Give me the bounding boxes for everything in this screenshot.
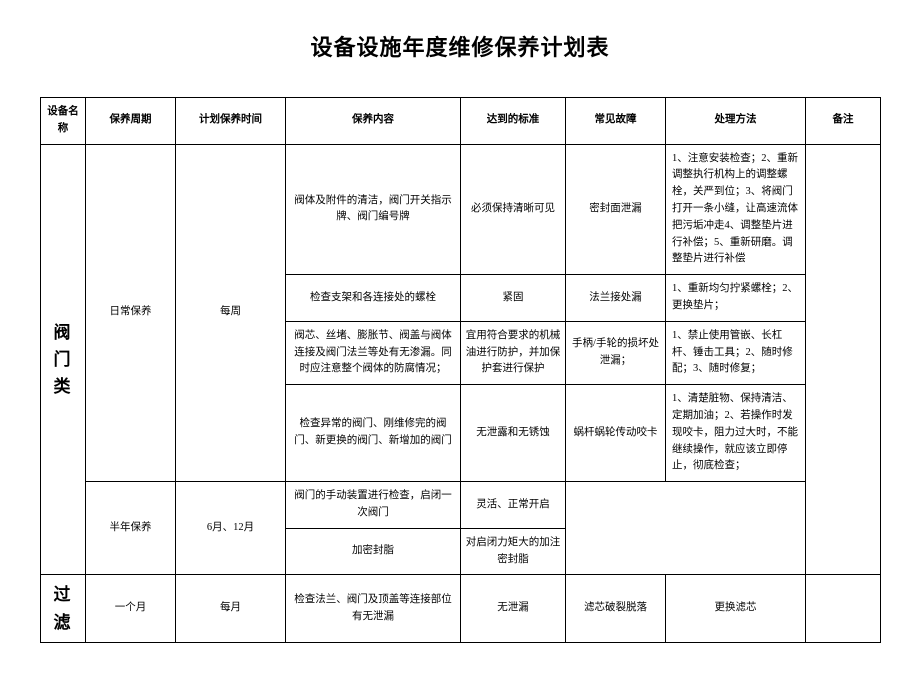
- cell-content: 阀体及附件的清洁，阀门开关指示牌、阀门编号牌: [286, 144, 461, 275]
- header-device: 设备名称: [41, 98, 86, 145]
- table-row: 过滤 一个月 每月 检查法兰、阀门及顶盖等连接部位有无泄漏 无泄漏 滤芯破裂脱落…: [41, 575, 881, 642]
- cell-content: 阀门的手动装置进行检查，启闭一次阀门: [286, 482, 461, 529]
- cell-remark: [806, 144, 881, 575]
- table-row: 半年保养 6月、12月 阀门的手动装置进行检查，启闭一次阀门 灵活、正常开启: [41, 482, 881, 529]
- cell-standard: 必须保持清晰可见: [461, 144, 566, 275]
- header-standard: 达到的标准: [461, 98, 566, 145]
- device-name-valve: 阀门类: [41, 144, 86, 575]
- cell-fault: 法兰接处漏: [566, 275, 666, 322]
- cell-content: 检查法兰、阀门及顶盖等连接部位有无泄漏: [286, 575, 461, 642]
- cell-content: 阀芯、丝堵、膨胀节、阀盖与阀体连接及阀门法兰等处有无渗漏。同时应注意整个阀体的防…: [286, 321, 461, 384]
- cell-standard: 宜用符合要求的机械油进行防护，并加保护套进行保护: [461, 321, 566, 384]
- cell-method: 1、重新均匀拧紧螺栓；2、更换垫片；: [666, 275, 806, 322]
- cell-method: 1、清楚脏物、保持清洁、定期加油；2、若操作时发现咬卡，阻力过大时，不能继续操作…: [666, 385, 806, 482]
- cell-fault: 蜗杆蜗轮传动咬卡: [566, 385, 666, 482]
- header-content: 保养内容: [286, 98, 461, 145]
- cell-remark: [806, 575, 881, 642]
- cell-empty: [566, 482, 806, 575]
- page-title: 设备设施年度维修保养计划表: [40, 30, 880, 62]
- header-cycle: 保养周期: [86, 98, 176, 145]
- cell-standard: 灵活、正常开启: [461, 482, 566, 529]
- header-remark: 备注: [806, 98, 881, 145]
- cell-fault: 手柄/手轮的损坏处泄漏；: [566, 321, 666, 384]
- cell-fault: 滤芯破裂脱落: [566, 575, 666, 642]
- cell-plan: 每周: [176, 144, 286, 482]
- cell-method: 1、禁止使用管嵌、长杠杆、锤击工具；2、随时修配；3、随时修复；: [666, 321, 806, 384]
- cell-content: 加密封脂: [286, 528, 461, 575]
- cell-plan: 6月、12月: [176, 482, 286, 575]
- maintenance-plan-table: 设备名称 保养周期 计划保养时间 保养内容 达到的标准 常见故障 处理方法 备注…: [40, 97, 881, 643]
- header-plan: 计划保养时间: [176, 98, 286, 145]
- cell-standard: 无泄露和无锈蚀: [461, 385, 566, 482]
- device-name-filter: 过滤: [41, 575, 86, 642]
- header-method: 处理方法: [666, 98, 806, 145]
- cell-method: 更换滤芯: [666, 575, 806, 642]
- cell-standard: 紧固: [461, 275, 566, 322]
- cell-standard: 无泄漏: [461, 575, 566, 642]
- cell-plan: 每月: [176, 575, 286, 642]
- cell-standard: 对启闭力矩大的加注密封脂: [461, 528, 566, 575]
- cell-content: 检查支架和各连接处的螺栓: [286, 275, 461, 322]
- cell-cycle: 一个月: [86, 575, 176, 642]
- header-fault: 常见故障: [566, 98, 666, 145]
- table-row: 阀门类 日常保养 每周 阀体及附件的清洁，阀门开关指示牌、阀门编号牌 必须保持清…: [41, 144, 881, 275]
- header-row: 设备名称 保养周期 计划保养时间 保养内容 达到的标准 常见故障 处理方法 备注: [41, 98, 881, 145]
- cell-cycle: 半年保养: [86, 482, 176, 575]
- cell-cycle: 日常保养: [86, 144, 176, 482]
- cell-method: 1、注意安装检查；2、重新调整执行机构上的调整螺栓，关严到位；3、将阀门打开一条…: [666, 144, 806, 275]
- cell-content: 检查异常的阀门、刚维修完的阀门、新更换的阀门、新增加的阀门: [286, 385, 461, 482]
- cell-fault: 密封面泄漏: [566, 144, 666, 275]
